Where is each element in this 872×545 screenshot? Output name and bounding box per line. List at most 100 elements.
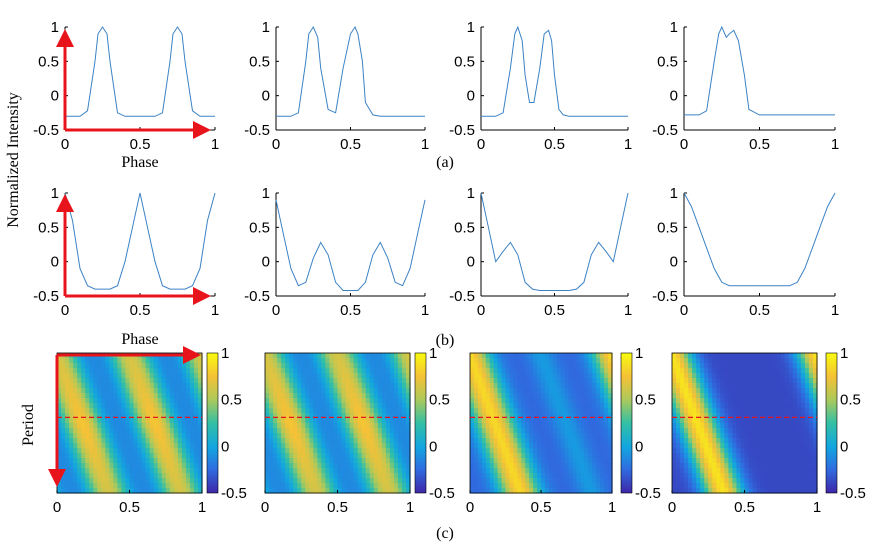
heatmap-cell bbox=[113, 423, 119, 429]
heatmap-cell bbox=[772, 358, 778, 364]
heatmap-cell bbox=[81, 428, 86, 434]
heatmap-cell bbox=[329, 488, 335, 494]
heatmap-cell bbox=[812, 428, 818, 434]
heatmap-cell bbox=[401, 378, 407, 384]
heatmap-cell bbox=[784, 383, 790, 389]
heatmap-cell bbox=[592, 383, 597, 389]
heatmap-cell bbox=[572, 438, 578, 444]
heatmap-cell bbox=[385, 473, 391, 479]
heatmap-cell bbox=[173, 483, 179, 489]
heatmap-cell bbox=[105, 373, 110, 379]
heatmap-cell bbox=[676, 403, 681, 409]
heatmap-cell bbox=[61, 433, 66, 439]
series-line bbox=[276, 25, 425, 117]
heatmap-cell bbox=[93, 393, 98, 399]
heatmap-cell bbox=[752, 398, 758, 404]
heatmap-cell bbox=[77, 488, 82, 494]
heatmap-cell bbox=[740, 388, 746, 394]
heatmap-cell bbox=[293, 403, 298, 409]
heatmap-cell bbox=[121, 373, 127, 379]
heatmap-cell bbox=[708, 363, 713, 369]
heatmap-cell bbox=[405, 453, 411, 459]
heatmap-cell bbox=[149, 458, 155, 464]
heatmap-cell bbox=[596, 438, 601, 444]
heatmap-cell bbox=[305, 408, 310, 414]
heatmap-cell bbox=[576, 458, 582, 464]
heatmap-cell bbox=[788, 483, 794, 489]
heatmap-cell bbox=[596, 388, 601, 394]
heatmap-cell bbox=[197, 373, 203, 379]
heatmap-cell bbox=[149, 488, 155, 494]
heatmap-cell bbox=[564, 388, 570, 394]
heatmap-cell bbox=[277, 438, 282, 444]
heatmap-cell bbox=[125, 458, 131, 464]
heatmap-cell bbox=[401, 443, 407, 449]
heatmap-cell bbox=[752, 368, 758, 374]
heatmap-cell bbox=[349, 473, 355, 479]
heatmap-cell bbox=[165, 393, 171, 399]
heatmap-cell bbox=[169, 363, 175, 369]
heatmap-cell bbox=[269, 383, 274, 389]
heatmap-cell bbox=[696, 378, 701, 384]
heatmap-cell bbox=[61, 393, 66, 399]
heatmap-cell bbox=[305, 418, 310, 424]
heatmap-cell bbox=[153, 478, 159, 484]
heatmap-cell bbox=[185, 453, 191, 459]
heatmap-cell bbox=[548, 408, 554, 414]
heatmap-cell bbox=[736, 388, 742, 394]
heatmap-cell bbox=[552, 358, 558, 364]
heatmap-cell bbox=[397, 413, 403, 419]
heatmap-cell bbox=[477, 403, 483, 409]
heatmap-cell bbox=[313, 368, 318, 374]
heatmap-cell bbox=[129, 368, 135, 374]
heatmap-cell bbox=[93, 423, 98, 429]
heatmap-cell bbox=[764, 463, 770, 469]
heatmap-cell bbox=[716, 483, 721, 489]
heatmap-cell bbox=[161, 488, 167, 494]
heatmap-cell bbox=[676, 453, 681, 459]
heatmap-cell bbox=[505, 363, 511, 369]
y-axis-label: Normalized Intensity bbox=[5, 92, 22, 228]
heatmap-cell bbox=[556, 398, 562, 404]
heatmap-cell bbox=[477, 388, 483, 394]
heatmap-cell bbox=[401, 413, 407, 419]
heatmap-cell bbox=[285, 438, 290, 444]
heatmap-cell bbox=[680, 448, 685, 454]
heatmap-cell bbox=[121, 468, 127, 474]
heatmap-cell bbox=[89, 373, 94, 379]
heatmap-cell bbox=[57, 398, 62, 404]
heatmap-cell bbox=[768, 368, 774, 374]
heatmap-cell bbox=[81, 458, 86, 464]
heatmap-cell bbox=[105, 468, 110, 474]
heatmap-cell bbox=[381, 358, 387, 364]
heatmap-cell bbox=[505, 373, 511, 379]
heatmap-cell bbox=[776, 473, 782, 479]
heatmap-cell bbox=[309, 358, 314, 364]
heatmap-cell bbox=[724, 378, 729, 384]
heatmap-cell bbox=[321, 368, 327, 374]
heatmap-cell bbox=[373, 393, 379, 399]
heatmap-cell bbox=[692, 388, 697, 394]
heatmap-cell bbox=[121, 408, 127, 414]
heatmap-cell bbox=[137, 488, 143, 494]
heatmap-cell bbox=[756, 418, 762, 424]
heatmap-cell bbox=[293, 488, 298, 494]
heatmap-cell bbox=[193, 388, 199, 394]
heatmap-cell bbox=[317, 458, 322, 464]
heatmap-cell bbox=[265, 403, 270, 409]
heatmap-cell bbox=[521, 378, 526, 384]
heatmap-cell bbox=[521, 438, 526, 444]
heatmap-cell bbox=[301, 408, 306, 414]
heatmap-cell bbox=[405, 353, 411, 359]
x-tick-label: 0.5 bbox=[531, 499, 552, 516]
x-tick-label: 1 bbox=[831, 302, 839, 319]
heatmap-cell bbox=[493, 378, 499, 384]
heatmap-cell bbox=[141, 378, 147, 384]
heatmap-cell bbox=[485, 408, 491, 414]
heatmap-cell bbox=[800, 468, 806, 474]
heatmap-cell bbox=[501, 398, 507, 404]
heatmap-cell bbox=[517, 483, 522, 489]
heatmap-cell bbox=[89, 413, 94, 419]
heatmap-cell bbox=[145, 453, 151, 459]
heatmap-cell bbox=[57, 413, 62, 419]
